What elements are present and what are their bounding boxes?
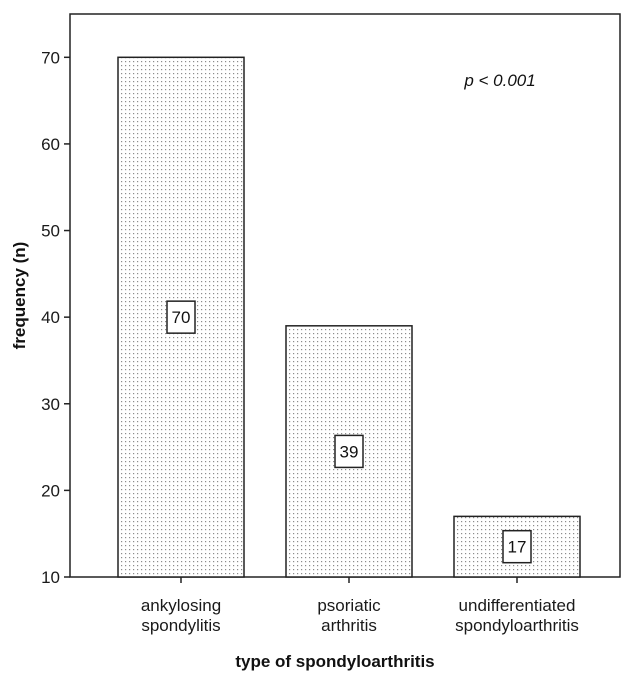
x-tick-label: spondyloarthritis [455,616,579,635]
data-label: 70 [172,308,191,327]
x-tick-label: spondylitis [141,616,220,635]
y-tick-label: 20 [41,481,60,500]
y-tick-label: 70 [41,48,60,67]
x-tick-label: ankylosing [141,596,221,615]
y-tick-label: 40 [41,308,60,327]
bars: 70 39 17 [117,56,581,578]
y-tick-label: 60 [41,135,60,154]
data-label: 39 [340,442,359,461]
p-value-annotation: p < 0.001 [463,71,535,90]
data-label-box [502,529,532,564]
y-tick-label: 30 [41,395,60,414]
y-tick-label: 10 [41,568,60,587]
x-tick-label: undifferentiated [459,596,576,615]
data-label-box [166,300,196,334]
y-axis: 10 20 30 40 50 60 70 [41,48,70,587]
y-tick-label: 50 [41,222,60,241]
data-label-box [334,434,364,469]
x-axis-title: type of spondyloarthritis [235,652,434,671]
data-label: 17 [508,538,527,557]
x-tick-label: arthritis [321,616,377,635]
x-tick-label: psoriatic [317,596,381,615]
y-axis-title: frequency (n) [10,242,29,350]
